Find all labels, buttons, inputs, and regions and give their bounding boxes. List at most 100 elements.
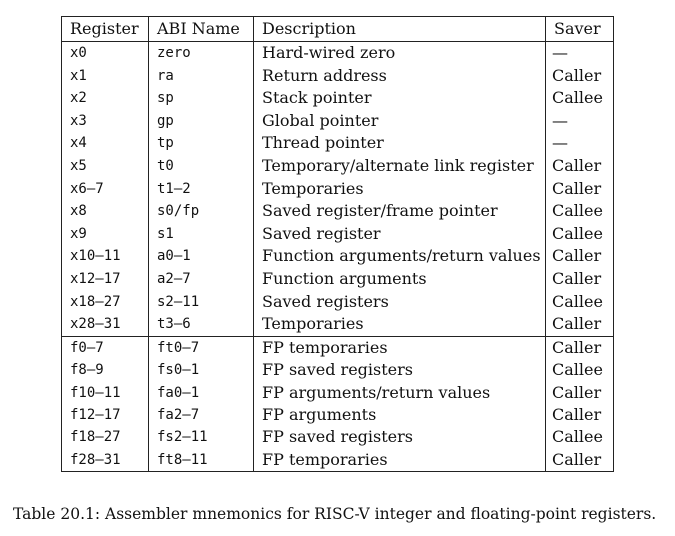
saver-cell: Caller bbox=[545, 154, 614, 178]
saver-cell: Callee bbox=[545, 222, 614, 246]
description-cell: FP temporaries bbox=[253, 448, 546, 473]
abi-name-cell: t0 bbox=[148, 154, 254, 178]
header-abi-name: ABI Name bbox=[148, 16, 254, 42]
saver-cell: — bbox=[545, 132, 614, 155]
saver-cell: — bbox=[545, 109, 614, 133]
table-row: x18–27 s2–11 Saved registers Callee bbox=[61, 290, 614, 314]
header-saver: Saver bbox=[545, 16, 614, 42]
register-cell: x28–31 bbox=[61, 313, 149, 337]
abi-name-cell: zero bbox=[148, 41, 254, 65]
saver-cell: Caller bbox=[545, 177, 614, 201]
register-cell: f18–27 bbox=[61, 426, 149, 449]
description-cell: Saved register bbox=[253, 222, 546, 246]
description-cell: Global pointer bbox=[253, 109, 546, 133]
header-register: Register bbox=[61, 16, 149, 42]
table-row: x2 sp Stack pointer Callee bbox=[61, 87, 614, 110]
abi-name-cell: s0/fp bbox=[148, 200, 254, 223]
description-cell: Temporaries bbox=[253, 177, 546, 201]
saver-cell: Callee bbox=[545, 290, 614, 314]
description-cell: Temporaries bbox=[253, 313, 546, 337]
register-cell: x3 bbox=[61, 109, 149, 133]
register-cell: f28–31 bbox=[61, 448, 149, 473]
description-cell: Function arguments bbox=[253, 267, 546, 291]
description-cell: Return address bbox=[253, 64, 546, 88]
table-row: f0–7 ft0–7 FP temporaries Caller bbox=[61, 335, 614, 360]
description-cell: FP arguments bbox=[253, 403, 546, 427]
fp-register-rows: f0–7 ft0–7 FP temporaries Caller f8–9 fs0–1 FP… bbox=[61, 335, 614, 473]
register-table: Register ABI Name Description Saver x0 ze… bbox=[61, 16, 614, 473]
saver-cell: Caller bbox=[545, 403, 614, 427]
abi-name-cell: fs0–1 bbox=[148, 359, 254, 382]
register-cell: x6–7 bbox=[61, 177, 149, 201]
register-cell: x8 bbox=[61, 200, 149, 223]
table-row: x1 ra Return address Caller bbox=[61, 64, 614, 88]
abi-name-cell: s1 bbox=[148, 222, 254, 246]
table-row: x8 s0/fp Saved register/frame pointer Calle… bbox=[61, 200, 614, 223]
register-cell: x9 bbox=[61, 222, 149, 246]
description-cell: Hard-wired zero bbox=[253, 41, 546, 65]
table-row: f18–27 fs2–11 FP saved registers Callee bbox=[61, 426, 614, 449]
saver-cell: Callee bbox=[545, 87, 614, 110]
register-cell: f8–9 bbox=[61, 359, 149, 382]
saver-cell: Caller bbox=[545, 267, 614, 291]
description-cell: FP temporaries bbox=[253, 335, 546, 360]
table-row: x0 zero Hard-wired zero — bbox=[61, 41, 614, 65]
register-table-container: Register ABI Name Description Saver x0 ze… bbox=[61, 16, 614, 473]
register-cell: x5 bbox=[61, 154, 149, 178]
table-row: f8–9 fs0–1 FP saved registers Callee bbox=[61, 359, 614, 382]
description-cell: Saved registers bbox=[253, 290, 546, 314]
saver-cell: — bbox=[545, 41, 614, 65]
description-cell: FP saved registers bbox=[253, 359, 546, 382]
table-row: f10–11 fa0–1 FP arguments/return values Cal… bbox=[61, 381, 614, 404]
description-cell: Temporary/alternate link register bbox=[253, 154, 546, 178]
table-row: x28–31 t3–6 Temporaries Caller bbox=[61, 313, 614, 337]
table-row: x5 t0 Temporary/alternate link register Cal… bbox=[61, 154, 614, 178]
table-row: f28–31 ft8–11 FP temporaries Caller bbox=[61, 448, 614, 473]
abi-name-cell: ft8–11 bbox=[148, 448, 254, 473]
register-cell: x12–17 bbox=[61, 267, 149, 291]
description-cell: Saved register/frame pointer bbox=[253, 200, 546, 223]
saver-cell: Caller bbox=[545, 335, 614, 360]
register-cell: x2 bbox=[61, 87, 149, 110]
register-cell: f12–17 bbox=[61, 403, 149, 427]
register-cell: x18–27 bbox=[61, 290, 149, 314]
abi-name-cell: sp bbox=[148, 87, 254, 110]
register-cell: x0 bbox=[61, 41, 149, 65]
table-row: x4 tp Thread pointer — bbox=[61, 132, 614, 155]
register-cell: x10–11 bbox=[61, 245, 149, 268]
table-row: f12–17 fa2–7 FP arguments Caller bbox=[61, 403, 614, 427]
table-row: x9 s1 Saved register Callee bbox=[61, 222, 614, 246]
abi-name-cell: t1–2 bbox=[148, 177, 254, 201]
abi-name-cell: tp bbox=[148, 132, 254, 155]
abi-name-cell: fa2–7 bbox=[148, 403, 254, 427]
abi-name-cell: ra bbox=[148, 64, 254, 88]
register-cell: f10–11 bbox=[61, 381, 149, 404]
description-cell: Function arguments/return values bbox=[253, 245, 546, 268]
table-row: x10–11 a0–1 Function arguments/return valu… bbox=[61, 245, 614, 268]
saver-cell: Caller bbox=[545, 381, 614, 404]
register-cell: x1 bbox=[61, 64, 149, 88]
table-row: x6–7 t1–2 Temporaries Caller bbox=[61, 177, 614, 201]
saver-cell: Callee bbox=[545, 426, 614, 449]
description-cell: Thread pointer bbox=[253, 132, 546, 155]
register-cell: x4 bbox=[61, 132, 149, 155]
table-row: x12–17 a2–7 Function arguments Caller bbox=[61, 267, 614, 291]
abi-name-cell: s2–11 bbox=[148, 290, 254, 314]
register-cell: f0–7 bbox=[61, 335, 149, 360]
saver-cell: Caller bbox=[545, 448, 614, 473]
table-caption: Table 20.1: Assembler mnemonics for RISC… bbox=[13, 505, 657, 523]
table-header-row: Register ABI Name Description Saver bbox=[61, 16, 614, 42]
abi-name-cell: gp bbox=[148, 109, 254, 133]
table-row: x3 gp Global pointer — bbox=[61, 109, 614, 133]
abi-name-cell: fa0–1 bbox=[148, 381, 254, 404]
saver-cell: Caller bbox=[545, 313, 614, 337]
abi-name-cell: fs2–11 bbox=[148, 426, 254, 449]
saver-cell: Callee bbox=[545, 200, 614, 223]
saver-cell: Callee bbox=[545, 359, 614, 382]
description-cell: FP arguments/return values bbox=[253, 381, 546, 404]
description-cell: Stack pointer bbox=[253, 87, 546, 110]
saver-cell: Caller bbox=[545, 245, 614, 268]
saver-cell: Caller bbox=[545, 64, 614, 88]
abi-name-cell: ft0–7 bbox=[148, 335, 254, 360]
integer-register-rows: x0 zero Hard-wired zero — x1 ra Return address… bbox=[61, 41, 614, 337]
